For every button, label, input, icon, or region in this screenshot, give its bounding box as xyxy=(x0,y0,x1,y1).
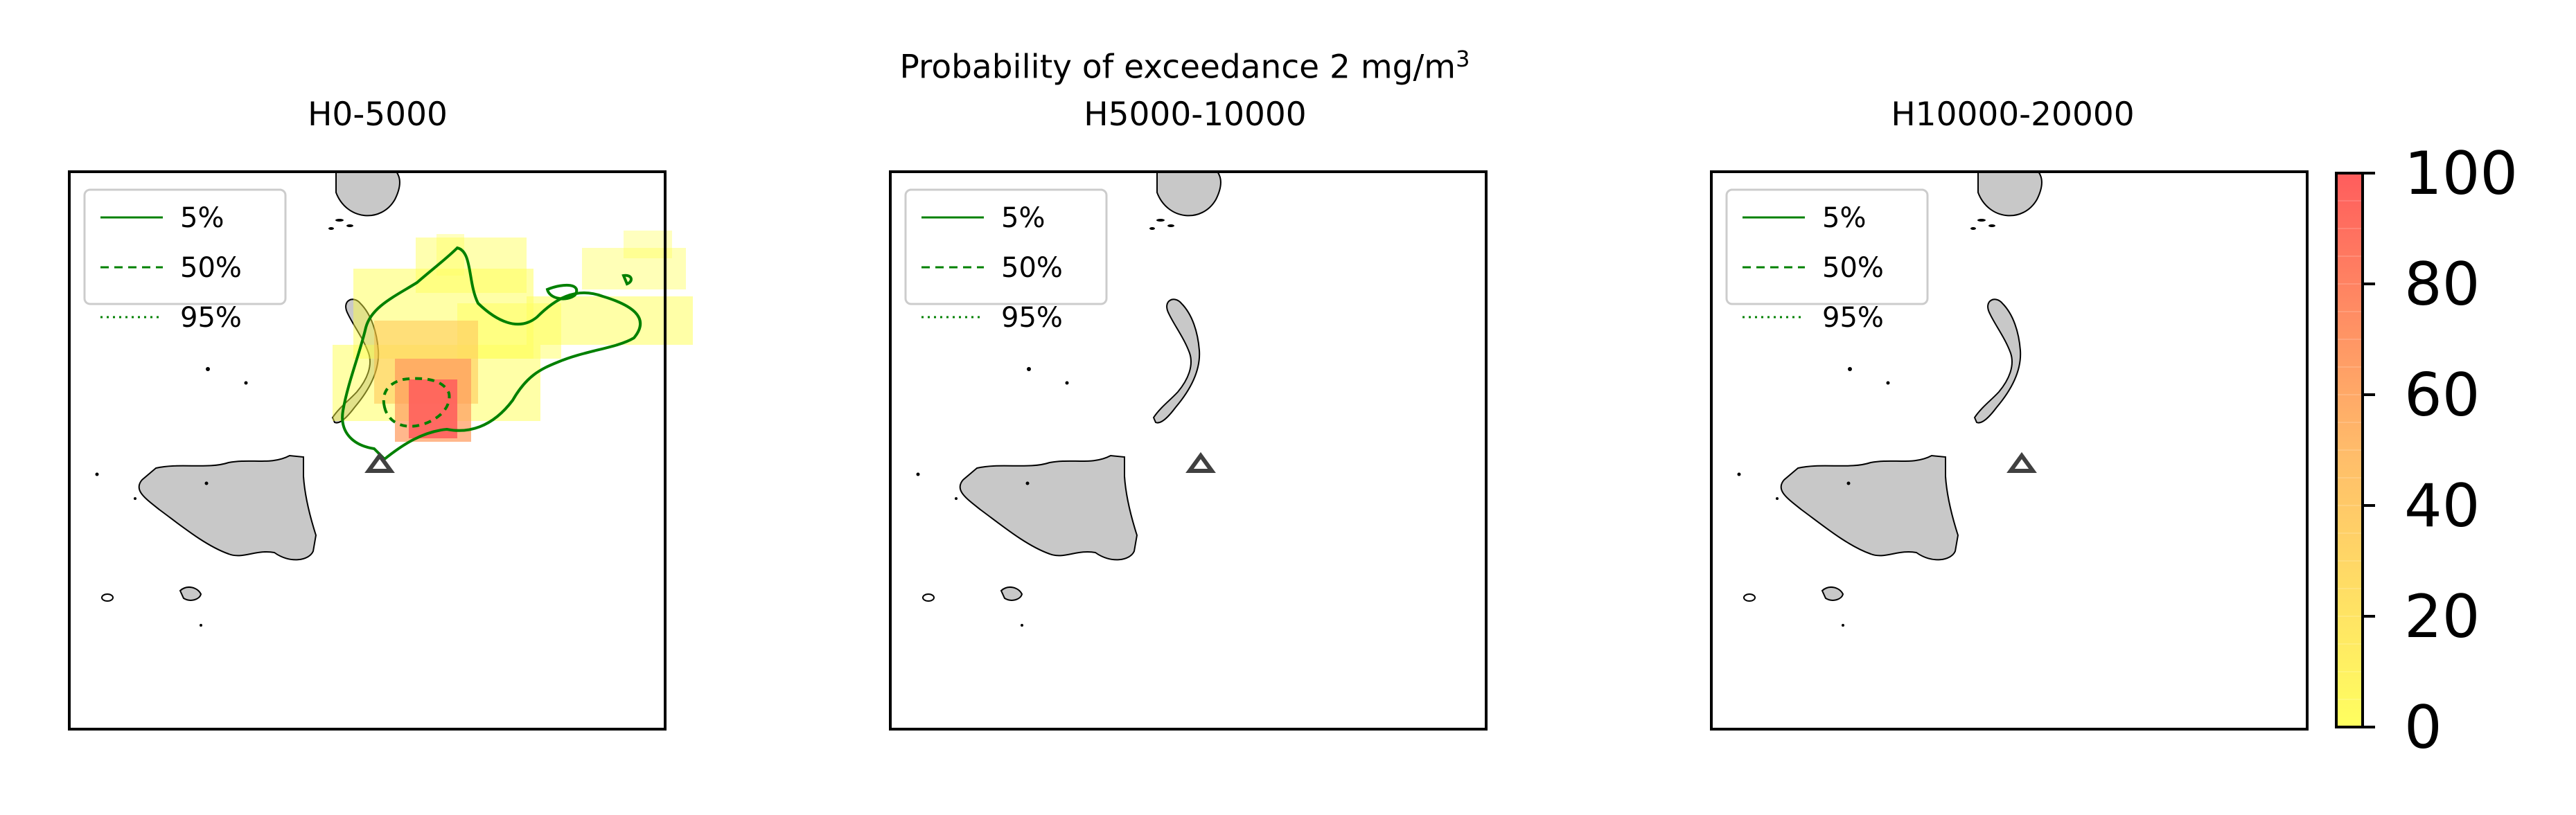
panel-3-title: H10000-20000 xyxy=(1891,96,2135,134)
colorbar-tick-label: 0 xyxy=(2404,693,2442,762)
legend-entry: 50% xyxy=(180,252,242,284)
panel-3: 5% 50% 95% xyxy=(1710,170,2309,731)
colorbar-frame xyxy=(2335,172,2364,728)
colorbar: 0 20 40 60 80 100 xyxy=(2335,139,2518,762)
legend-entry: 95% xyxy=(1822,302,1884,334)
panel-2-frame xyxy=(889,170,1488,731)
panel-2: 5% 50% 95% xyxy=(889,170,1488,731)
colorbar-ticks: 0 20 40 60 80 100 xyxy=(2363,139,2518,762)
panel-1-legend: 5% 50% 95% xyxy=(83,188,287,334)
colorbar-tick-label: 100 xyxy=(2404,139,2518,208)
panel-1-probability-field xyxy=(333,231,693,442)
colorbar-tick-label: 60 xyxy=(2404,361,2480,430)
panel-3-legend: 5% 50% 95% xyxy=(1725,188,1929,334)
figure-title: Probability of exceedance 2 mg/m3 xyxy=(899,46,1470,87)
colorbar-bands xyxy=(2336,200,2363,700)
colorbar-gradient xyxy=(2336,173,2363,727)
legend-entry: 5% xyxy=(180,202,224,234)
panel-1-title: H0-5000 xyxy=(308,96,448,134)
panel-3-frame xyxy=(1710,170,2309,731)
legend-entry: 95% xyxy=(180,302,242,334)
legend-entry: 5% xyxy=(1822,202,1866,234)
panel-3-vent-marker xyxy=(2006,451,2037,473)
panel-1-vent-marker xyxy=(364,451,395,473)
panel-1-contours xyxy=(341,246,642,461)
panel-1: 5% 50% 95% xyxy=(68,170,693,731)
colorbar-tick-label: 40 xyxy=(2404,472,2480,541)
panel-2-title: H5000-10000 xyxy=(1084,96,1307,134)
legend-entry: 5% xyxy=(1001,202,1045,234)
legend-entry: 50% xyxy=(1822,252,1884,284)
panel-1-frame xyxy=(68,170,667,731)
panel-2-legend: 5% 50% 95% xyxy=(904,188,1108,334)
colorbar-tick-label: 20 xyxy=(2404,582,2480,652)
colorbar-tick-label: 80 xyxy=(2404,250,2480,319)
panel-2-vent-marker xyxy=(1185,451,1216,473)
legend-entry: 95% xyxy=(1001,302,1063,334)
legend-entry: 50% xyxy=(1001,252,1063,284)
